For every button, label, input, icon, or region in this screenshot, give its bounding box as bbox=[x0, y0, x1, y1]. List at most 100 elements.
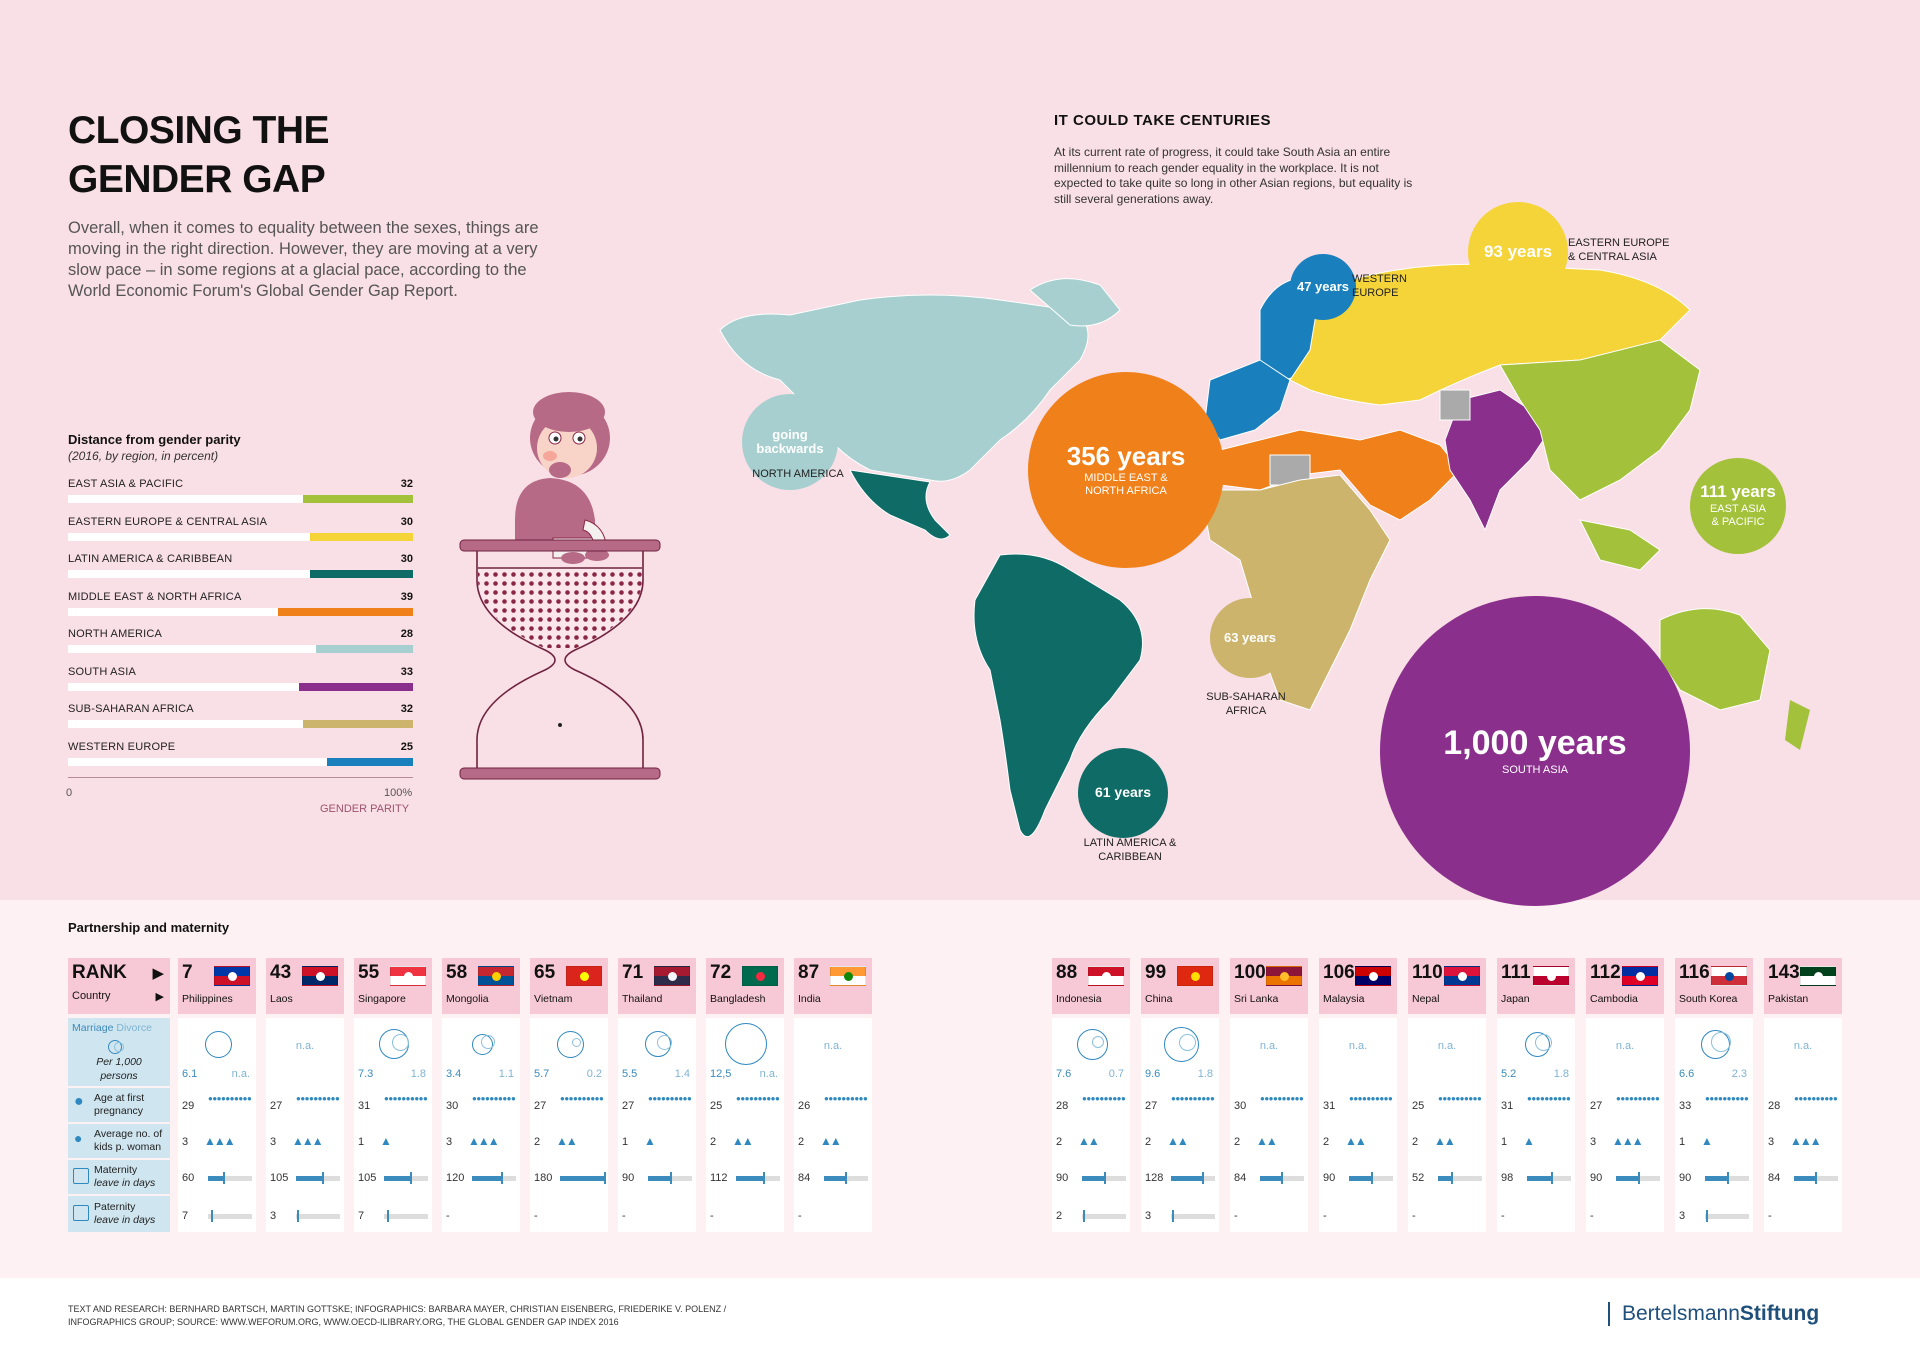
maternity-fill bbox=[1349, 1176, 1371, 1181]
kids-icons: ▲▲ bbox=[1345, 1134, 1367, 1148]
paternity-value: 7 bbox=[182, 1210, 189, 1222]
age-dots: ●●●●●●●●●●●●●●●●●●●●●●●●●●● bbox=[648, 1096, 692, 1102]
age-value: 31 bbox=[1501, 1100, 1514, 1112]
country-header: 88 Indonesia bbox=[1052, 958, 1130, 1014]
distance-title: Distance from gender parity bbox=[68, 432, 241, 447]
maternity-fill bbox=[296, 1176, 322, 1181]
region-value: 25 bbox=[400, 740, 413, 753]
flag-icon bbox=[1444, 966, 1480, 986]
country-data: n.a. 27 ●●●●●●●●●●●●●●●●●●●●●●●●●●● 3 ▲▲▲ 105… bbox=[266, 1018, 344, 1232]
kids-value: 3 bbox=[270, 1136, 277, 1148]
region-track bbox=[68, 757, 413, 766]
region-track bbox=[68, 495, 413, 503]
flag-icon bbox=[390, 966, 426, 986]
pregnant-woman-icon: ● bbox=[74, 1093, 84, 1110]
region-value: 39 bbox=[400, 590, 413, 603]
maternity-value: 52 bbox=[1412, 1172, 1425, 1184]
country-rank: 72 bbox=[710, 962, 732, 983]
maternity-fill bbox=[1616, 1176, 1638, 1181]
paternity-value: - bbox=[446, 1210, 450, 1222]
maternity-fill bbox=[1527, 1176, 1551, 1181]
maternity-fill bbox=[736, 1176, 764, 1181]
marriage-na: n.a. bbox=[1615, 1040, 1635, 1052]
kids-icons: ▲▲ bbox=[556, 1134, 578, 1148]
distance-subtitle: (2016, by region, in percent) bbox=[68, 449, 219, 463]
country-header: 143 Pakistan bbox=[1764, 958, 1842, 1014]
region-value: 33 bbox=[400, 665, 413, 678]
legend-marriage: Marriage bbox=[72, 1022, 114, 1034]
kids-icons: ▲▲ bbox=[1434, 1134, 1456, 1148]
country-rank: 87 bbox=[798, 962, 820, 983]
paternity-tick bbox=[387, 1210, 390, 1222]
paternity-tick bbox=[297, 1210, 300, 1222]
maternity-track bbox=[1438, 1176, 1482, 1181]
country-header: 71 Thailand bbox=[618, 958, 696, 1014]
region-track bbox=[68, 682, 413, 691]
country-rank: 65 bbox=[534, 962, 556, 983]
region-bar: MIDDLE EAST & NORTH AFRICA 39 bbox=[68, 591, 413, 629]
flag-icon bbox=[742, 966, 778, 986]
maternity-value: 90 bbox=[1056, 1172, 1069, 1184]
bubble-years: 1,000 years bbox=[1443, 723, 1627, 762]
paternity-tick bbox=[211, 1210, 214, 1222]
age-dots: ●●●●●●●●●●●●●●●●●●●●●●●●●●●●●●●●● bbox=[1705, 1096, 1749, 1102]
child-icon: ● bbox=[74, 1130, 83, 1146]
legend-country: Country bbox=[72, 990, 111, 1002]
maternity-fill bbox=[1794, 1176, 1815, 1181]
paternity-value: - bbox=[1590, 1210, 1594, 1222]
region-bar: SOUTH ASIA 33 bbox=[68, 666, 413, 704]
kids-icons: ▲▲▲ bbox=[468, 1134, 500, 1148]
axis-start-label: 0 bbox=[66, 787, 73, 799]
age-value: 30 bbox=[446, 1100, 459, 1112]
age-dots: ●●●●●●●●●●●●●●●●●●●●●●●●●●● bbox=[1616, 1096, 1660, 1102]
title-line-1: CLOSING THE bbox=[68, 109, 330, 152]
maternity-tick bbox=[1727, 1172, 1729, 1184]
flag-icon bbox=[1622, 966, 1658, 986]
country-data: n.a. 31 ●●●●●●●●●●●●●●●●●●●●●●●●●●●●●●● 2 ▲▲… bbox=[1319, 1018, 1397, 1232]
region-fill bbox=[278, 607, 413, 616]
kids-value: 1 bbox=[622, 1136, 629, 1148]
country-data: n.a. 30 ●●●●●●●●●●●●●●●●●●●●●●●●●●●●●● 2 ▲▲ 8… bbox=[1230, 1018, 1308, 1232]
maternity-tick bbox=[844, 1172, 847, 1184]
marriage-value: 12,5 bbox=[710, 1068, 732, 1080]
maternity-value: 90 bbox=[1590, 1172, 1603, 1184]
region-bar: WESTERN EUROPE 25 bbox=[68, 741, 413, 779]
divorce-value: 1.8 bbox=[1553, 1068, 1569, 1080]
age-dots: ●●●●●●●●●●●●●●●●●●●●●●●●●●●●●● bbox=[472, 1096, 516, 1102]
flag-icon bbox=[1177, 966, 1213, 986]
age-value: 27 bbox=[534, 1100, 547, 1112]
kids-icons: ▲▲▲ bbox=[1790, 1134, 1822, 1148]
region-bar: NORTH AMERICA 28 bbox=[68, 628, 413, 666]
maternity-value: 60 bbox=[182, 1172, 195, 1184]
flag-icon bbox=[654, 966, 690, 986]
legend-maternity-line1: Maternity bbox=[94, 1164, 138, 1176]
region-label: EAST ASIA & PACIFIC bbox=[68, 478, 184, 490]
region-bar: SUB-SAHARAN AFRICA 32 bbox=[68, 703, 413, 741]
paternity-track bbox=[1082, 1214, 1126, 1219]
bubble-years: 63 years bbox=[1223, 629, 1277, 645]
age-value: 27 bbox=[1590, 1100, 1603, 1112]
flag-icon bbox=[1266, 966, 1302, 986]
divorce-value: 1.8 bbox=[1197, 1068, 1213, 1080]
region-south-asia bbox=[1444, 389, 1551, 532]
kids-value: 2 bbox=[710, 1136, 717, 1148]
age-dots: ●●●●●●●●●●●●●●●●●●●●●●●●●●●●●●● bbox=[384, 1096, 428, 1102]
country-rank: 58 bbox=[446, 962, 468, 983]
region-fill bbox=[316, 645, 413, 653]
country-header: 111 Japan bbox=[1497, 958, 1575, 1014]
divorce-circle bbox=[481, 1035, 495, 1049]
flag-icon bbox=[302, 966, 338, 986]
maternity-fill bbox=[1705, 1176, 1727, 1181]
kids-value: 3 bbox=[446, 1136, 453, 1148]
marriage-value: 5.5 bbox=[622, 1068, 638, 1080]
maternity-value: 84 bbox=[1234, 1172, 1247, 1184]
age-value: 29 bbox=[182, 1100, 195, 1112]
maternity-fill bbox=[824, 1176, 845, 1181]
country-data: 5.7 0.2 27 ●●●●●●●●●●●●●●●●●●●●●●●●●●● 2 ▲▲ 18… bbox=[530, 1018, 608, 1232]
country-rank: 143 bbox=[1768, 962, 1800, 983]
bubble-years: going backwards bbox=[756, 426, 824, 456]
legend-persons: persons bbox=[100, 1070, 138, 1082]
age-value: 30 bbox=[1234, 1100, 1247, 1112]
kids-icons: ▲▲ bbox=[1167, 1134, 1189, 1148]
maternity-tick bbox=[763, 1172, 766, 1184]
